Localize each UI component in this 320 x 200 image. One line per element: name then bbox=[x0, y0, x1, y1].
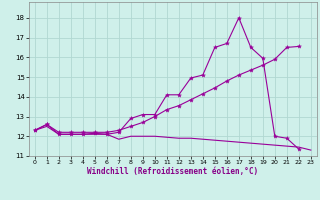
X-axis label: Windchill (Refroidissement éolien,°C): Windchill (Refroidissement éolien,°C) bbox=[87, 167, 258, 176]
